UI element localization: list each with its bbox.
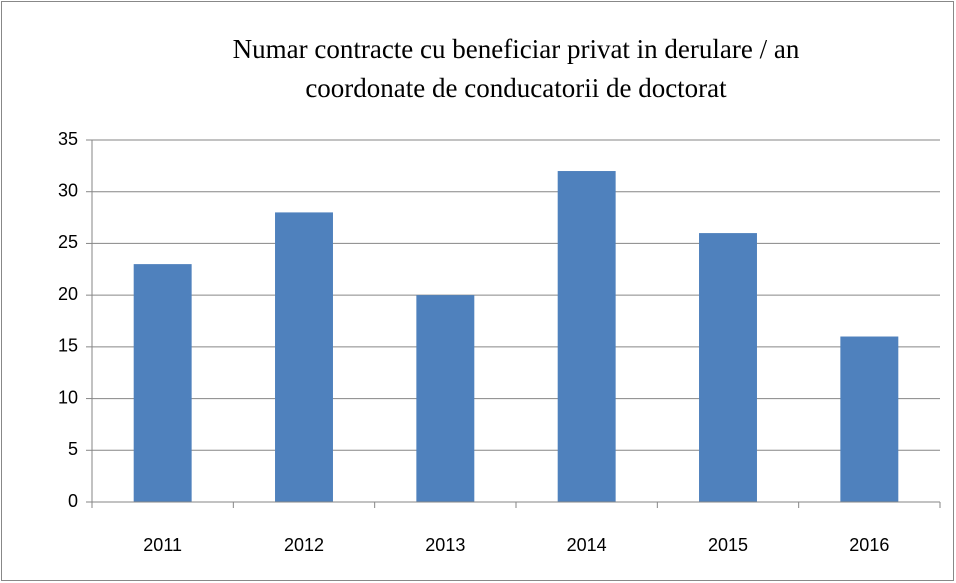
y-tick-label: 30 <box>58 180 78 200</box>
x-tick-label: 2015 <box>708 535 748 555</box>
x-tick-label: 2013 <box>425 535 465 555</box>
x-tick-label: 2014 <box>567 535 607 555</box>
y-tick-label: 20 <box>58 284 78 304</box>
chart-title: coordonate de conducatorii de doctorat <box>305 73 727 103</box>
bar <box>416 295 475 502</box>
y-tick-label: 10 <box>58 387 78 407</box>
bar <box>699 233 757 503</box>
x-tick-label: 2012 <box>284 535 324 555</box>
y-tick-label: 15 <box>58 336 78 356</box>
x-tick-label: 2016 <box>849 535 889 555</box>
x-tick-label: 2011 <box>143 535 182 555</box>
bar <box>840 336 899 502</box>
bar <box>275 212 333 502</box>
chart-title: Numar contracte cu beneficiar privat in … <box>233 34 800 64</box>
y-tick-label: 0 <box>68 491 78 511</box>
y-tick-label: 35 <box>58 129 78 149</box>
y-tick-label: 5 <box>68 439 78 459</box>
bar <box>557 171 616 502</box>
y-tick-label: 25 <box>58 232 78 252</box>
bar <box>133 264 192 502</box>
